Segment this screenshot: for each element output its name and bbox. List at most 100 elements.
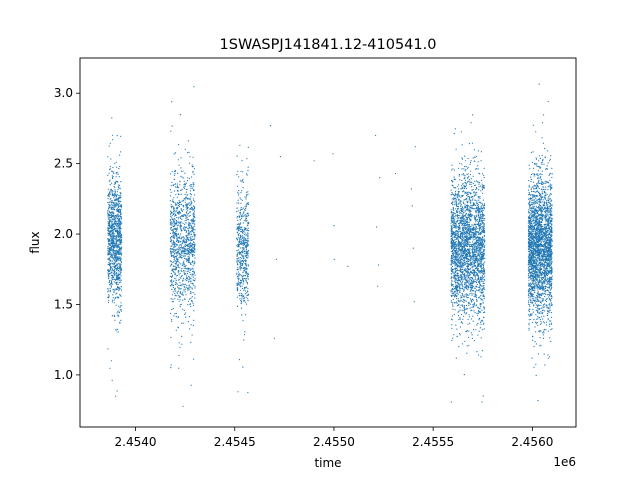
data-point bbox=[192, 276, 194, 278]
data-point bbox=[452, 304, 454, 306]
data-point bbox=[187, 257, 189, 259]
data-point bbox=[116, 241, 118, 243]
data-point bbox=[236, 260, 238, 262]
data-point bbox=[113, 220, 115, 222]
data-point bbox=[453, 278, 455, 280]
data-point bbox=[477, 232, 479, 234]
data-point bbox=[192, 198, 194, 200]
data-point bbox=[120, 289, 122, 291]
data-point bbox=[466, 221, 468, 223]
data-point bbox=[193, 215, 195, 217]
data-point bbox=[171, 171, 173, 173]
data-point bbox=[112, 257, 114, 259]
data-point bbox=[177, 265, 179, 267]
data-point bbox=[192, 267, 194, 269]
data-point bbox=[173, 234, 175, 236]
data-point bbox=[170, 336, 172, 339]
data-point bbox=[120, 213, 122, 215]
data-point bbox=[172, 206, 174, 208]
data-point bbox=[113, 233, 115, 235]
data-point bbox=[475, 168, 477, 170]
data-point bbox=[116, 258, 118, 260]
data-point bbox=[113, 291, 115, 293]
data-point bbox=[174, 169, 176, 172]
data-point bbox=[186, 214, 188, 216]
data-point bbox=[481, 263, 483, 265]
data-point bbox=[482, 255, 484, 257]
data-point bbox=[108, 242, 110, 244]
data-point bbox=[181, 322, 183, 324]
data-point bbox=[484, 275, 486, 277]
data-point bbox=[186, 273, 188, 275]
data-point bbox=[109, 214, 111, 216]
data-point bbox=[478, 288, 481, 290]
data-point bbox=[174, 298, 176, 300]
data-point bbox=[174, 218, 176, 220]
data-point bbox=[109, 289, 111, 291]
data-point bbox=[468, 304, 470, 306]
data-point bbox=[119, 229, 121, 231]
data-point bbox=[465, 304, 468, 307]
data-point bbox=[112, 263, 114, 265]
data-point bbox=[176, 259, 178, 261]
data-point bbox=[192, 274, 194, 276]
data-point bbox=[465, 187, 468, 190]
data-point bbox=[457, 252, 459, 254]
data-point bbox=[247, 232, 249, 234]
data-point bbox=[182, 227, 184, 229]
data-point bbox=[111, 194, 113, 196]
data-point bbox=[468, 222, 470, 224]
data-point bbox=[119, 321, 121, 323]
data-point bbox=[179, 306, 181, 308]
data-point bbox=[182, 294, 184, 296]
data-point bbox=[190, 268, 192, 270]
data-point bbox=[189, 273, 191, 275]
data-point bbox=[112, 248, 114, 250]
data-point bbox=[450, 291, 452, 293]
data-point bbox=[117, 184, 120, 186]
data-point bbox=[179, 221, 181, 223]
data-point bbox=[179, 299, 181, 301]
data-point bbox=[450, 240, 452, 242]
data-point bbox=[238, 238, 240, 240]
data-point bbox=[191, 299, 193, 302]
data-point bbox=[187, 248, 189, 250]
data-point bbox=[475, 250, 477, 252]
data-point bbox=[450, 211, 452, 214]
data-point bbox=[190, 224, 192, 226]
data-point bbox=[464, 220, 466, 223]
data-point bbox=[110, 208, 112, 210]
data-point bbox=[182, 214, 184, 216]
data-point bbox=[171, 242, 173, 244]
data-point bbox=[110, 242, 112, 245]
data-point bbox=[458, 240, 460, 242]
data-point bbox=[481, 248, 483, 250]
data-point bbox=[193, 358, 195, 360]
data-point bbox=[183, 267, 185, 269]
data-point bbox=[458, 174, 461, 176]
data-point bbox=[174, 260, 176, 262]
data-point bbox=[172, 291, 174, 293]
data-point bbox=[192, 230, 194, 232]
data-point bbox=[188, 238, 190, 241]
data-point bbox=[186, 268, 188, 270]
data-point bbox=[241, 274, 243, 276]
data-point bbox=[180, 226, 182, 228]
data-point bbox=[110, 188, 112, 190]
data-point bbox=[242, 275, 244, 277]
data-point bbox=[193, 310, 195, 312]
data-point bbox=[177, 266, 179, 268]
data-point bbox=[112, 212, 114, 214]
data-point bbox=[188, 240, 190, 242]
data-point bbox=[472, 236, 475, 239]
data-point bbox=[466, 233, 468, 235]
data-point bbox=[459, 326, 461, 328]
data-point bbox=[107, 254, 109, 256]
data-point bbox=[174, 244, 176, 246]
data-point bbox=[242, 187, 244, 189]
data-point bbox=[476, 218, 479, 221]
data-point bbox=[109, 233, 111, 235]
data-point bbox=[461, 210, 463, 212]
data-point bbox=[247, 169, 249, 172]
data-point bbox=[478, 234, 480, 236]
